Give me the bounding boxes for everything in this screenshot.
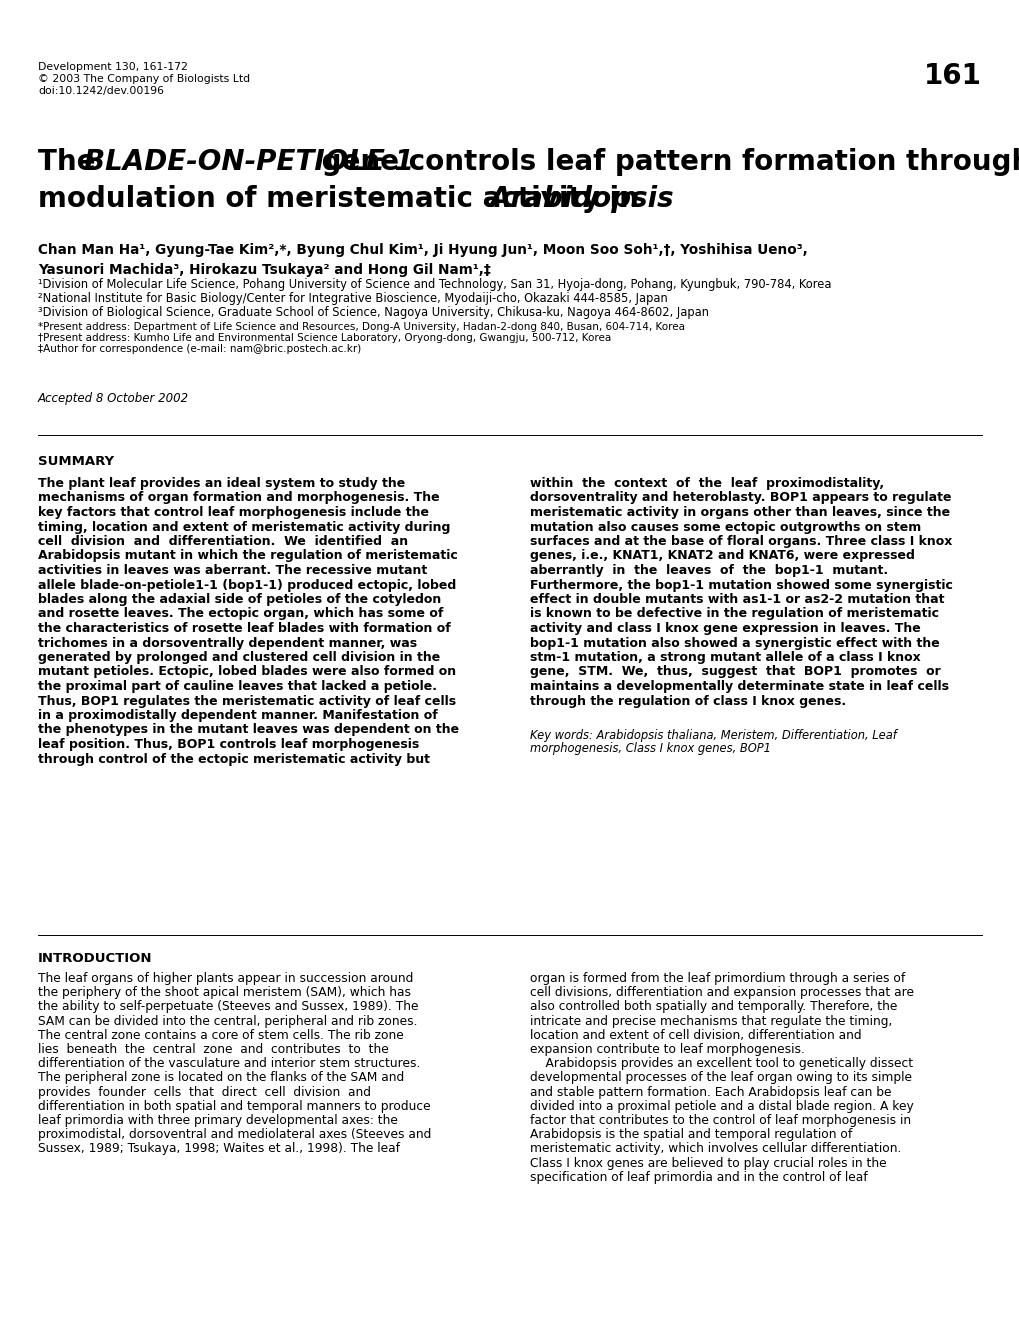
Text: also controlled both spatially and temporally. Therefore, the: also controlled both spatially and tempo… [530, 1001, 897, 1014]
Text: differentiation in both spatial and temporal manners to produce: differentiation in both spatial and temp… [38, 1100, 430, 1113]
Text: proximodistal, dorsoventral and mediolateral axes (Steeves and: proximodistal, dorsoventral and mediolat… [38, 1129, 431, 1142]
Text: and stable pattern formation. Each Arabidopsis leaf can be: and stable pattern formation. Each Arabi… [530, 1085, 891, 1098]
Text: ²National Institute for Basic Biology/Center for Integrative Bioscience, Myodaij: ²National Institute for Basic Biology/Ce… [38, 292, 667, 305]
Text: trichomes in a dorsoventrally dependent manner, was: trichomes in a dorsoventrally dependent … [38, 636, 417, 649]
Text: doi:10.1242/dev.00196: doi:10.1242/dev.00196 [38, 86, 164, 96]
Text: the characteristics of rosette leaf blades with formation of: the characteristics of rosette leaf blad… [38, 622, 450, 635]
Text: ¹Division of Molecular Life Science, Pohang University of Science and Technology: ¹Division of Molecular Life Science, Poh… [38, 279, 830, 290]
Text: Arabidopsis provides an excellent tool to genetically dissect: Arabidopsis provides an excellent tool t… [530, 1057, 912, 1071]
Text: ³Division of Biological Science, Graduate School of Science, Nagoya University, : ³Division of Biological Science, Graduat… [38, 306, 708, 319]
Text: Yasunori Machida³, Hirokazu Tsukaya² and Hong Gil Nam¹,‡: Yasunori Machida³, Hirokazu Tsukaya² and… [38, 263, 490, 277]
Text: Development 130, 161-172: Development 130, 161-172 [38, 62, 187, 73]
Text: through the regulation of class I knox genes.: through the regulation of class I knox g… [530, 694, 846, 708]
Text: and rosette leaves. The ectopic organ, which has some of: and rosette leaves. The ectopic organ, w… [38, 607, 443, 620]
Text: Accepted 8 October 2002: Accepted 8 October 2002 [38, 392, 189, 405]
Text: surfaces and at the base of floral organs. Three class I knox: surfaces and at the base of floral organ… [530, 535, 952, 548]
Text: ‡Author for correspondence (e-mail: nam@bric.postech.ac.kr): ‡Author for correspondence (e-mail: nam@… [38, 345, 361, 354]
Text: lies  beneath  the  central  zone  and  contributes  to  the: lies beneath the central zone and contri… [38, 1043, 388, 1056]
Text: intricate and precise mechanisms that regulate the timing,: intricate and precise mechanisms that re… [530, 1015, 892, 1027]
Text: The peripheral zone is located on the flanks of the SAM and: The peripheral zone is located on the fl… [38, 1072, 404, 1085]
Text: timing, location and extent of meristematic activity during: timing, location and extent of meristema… [38, 520, 450, 533]
Text: leaf primordia with three primary developmental axes: the: leaf primordia with three primary develo… [38, 1114, 397, 1127]
Text: modulation of meristematic activity in: modulation of meristematic activity in [38, 185, 648, 213]
Text: cell  division  and  differentiation.  We  identified  an: cell division and differentiation. We id… [38, 535, 408, 548]
Text: blades along the adaxial side of petioles of the cotyledon: blades along the adaxial side of petiole… [38, 593, 441, 606]
Text: maintains a developmentally determinate state in leaf cells: maintains a developmentally determinate … [530, 680, 948, 693]
Text: The leaf organs of higher plants appear in succession around: The leaf organs of higher plants appear … [38, 972, 413, 985]
Text: *Present address: Department of Life Science and Resources, Dong-A University, H: *Present address: Department of Life Sci… [38, 322, 685, 333]
Text: differentiation of the vasculature and interior stem structures.: differentiation of the vasculature and i… [38, 1057, 420, 1071]
Text: location and extent of cell division, differentiation and: location and extent of cell division, di… [530, 1028, 861, 1041]
Text: Key words: Arabidopsis thaliana, Meristem, Differentiation, Leaf: Key words: Arabidopsis thaliana, Meriste… [530, 729, 896, 742]
Text: meristematic activity, which involves cellular differentiation.: meristematic activity, which involves ce… [530, 1142, 901, 1155]
Text: expansion contribute to leaf morphogenesis.: expansion contribute to leaf morphogenes… [530, 1043, 804, 1056]
Text: dorsoventrality and heteroblasty. BOP1 appears to regulate: dorsoventrality and heteroblasty. BOP1 a… [530, 491, 951, 504]
Text: BLADE-ON-PETIOLE 1: BLADE-ON-PETIOLE 1 [84, 148, 414, 176]
Text: INTRODUCTION: INTRODUCTION [38, 952, 153, 965]
Text: mechanisms of organ formation and morphogenesis. The: mechanisms of organ formation and morpho… [38, 491, 439, 504]
Text: activities in leaves was aberrant. The recessive mutant: activities in leaves was aberrant. The r… [38, 564, 427, 577]
Text: SAM can be divided into the central, peripheral and rib zones.: SAM can be divided into the central, per… [38, 1015, 417, 1027]
Text: Thus, BOP1 regulates the meristematic activity of leaf cells: Thus, BOP1 regulates the meristematic ac… [38, 694, 455, 708]
Text: gene controls leaf pattern formation through the: gene controls leaf pattern formation thr… [312, 148, 1019, 176]
Text: meristematic activity in organs other than leaves, since the: meristematic activity in organs other th… [530, 506, 949, 519]
Text: 161: 161 [923, 62, 981, 90]
Text: developmental processes of the leaf organ owing to its simple: developmental processes of the leaf orga… [530, 1072, 911, 1085]
Text: Class I knox genes are believed to play crucial roles in the: Class I knox genes are believed to play … [530, 1156, 886, 1170]
Text: divided into a proximal petiole and a distal blade region. A key: divided into a proximal petiole and a di… [530, 1100, 913, 1113]
Text: The central zone contains a core of stem cells. The rib zone: The central zone contains a core of stem… [38, 1028, 404, 1041]
Text: organ is formed from the leaf primordium through a series of: organ is formed from the leaf primordium… [530, 972, 905, 985]
Text: factor that contributes to the control of leaf morphogenesis in: factor that contributes to the control o… [530, 1114, 910, 1127]
Text: Arabidopsis: Arabidopsis [489, 185, 674, 213]
Text: specification of leaf primordia and in the control of leaf: specification of leaf primordia and in t… [530, 1171, 867, 1184]
Text: activity and class I knox gene expression in leaves. The: activity and class I knox gene expressio… [530, 622, 920, 635]
Text: is known to be defective in the regulation of meristematic: is known to be defective in the regulati… [530, 607, 938, 620]
Text: the periphery of the shoot apical meristem (SAM), which has: the periphery of the shoot apical merist… [38, 986, 411, 999]
Text: Furthermore, the bop1-1 mutation showed some synergistic: Furthermore, the bop1-1 mutation showed … [530, 578, 952, 591]
Text: SUMMARY: SUMMARY [38, 455, 114, 469]
Text: aberrantly  in  the  leaves  of  the  bop1-1  mutant.: aberrantly in the leaves of the bop1-1 m… [530, 564, 888, 577]
Text: morphogenesis, Class I knox genes, BOP1: morphogenesis, Class I knox genes, BOP1 [530, 742, 770, 755]
Text: The plant leaf provides an ideal system to study the: The plant leaf provides an ideal system … [38, 477, 405, 490]
Text: through control of the ectopic meristematic activity but: through control of the ectopic meristema… [38, 752, 430, 766]
Text: †Present address: Kumho Life and Environmental Science Laboratory, Oryong-dong, : †Present address: Kumho Life and Environ… [38, 333, 610, 343]
Text: bop1-1 mutation also showed a synergistic effect with the: bop1-1 mutation also showed a synergisti… [530, 636, 938, 649]
Text: in a proximodistally dependent manner. Manifestation of: in a proximodistally dependent manner. M… [38, 709, 437, 722]
Text: leaf position. Thus, BOP1 controls leaf morphogenesis: leaf position. Thus, BOP1 controls leaf … [38, 738, 419, 751]
Text: Arabidopsis is the spatial and temporal regulation of: Arabidopsis is the spatial and temporal … [530, 1129, 852, 1142]
Text: The: The [38, 148, 105, 176]
Text: provides  founder  cells  that  direct  cell  division  and: provides founder cells that direct cell … [38, 1085, 371, 1098]
Text: the phenotypes in the mutant leaves was dependent on the: the phenotypes in the mutant leaves was … [38, 723, 459, 737]
Text: key factors that control leaf morphogenesis include the: key factors that control leaf morphogene… [38, 506, 429, 519]
Text: © 2003 The Company of Biologists Ltd: © 2003 The Company of Biologists Ltd [38, 74, 250, 84]
Text: mutant petioles. Ectopic, lobed blades were also formed on: mutant petioles. Ectopic, lobed blades w… [38, 665, 455, 678]
Text: effect in double mutants with as1-1 or as2-2 mutation that: effect in double mutants with as1-1 or a… [530, 593, 944, 606]
Text: Chan Man Ha¹, Gyung-Tae Kim²,*, Byung Chul Kim¹, Ji Hyung Jun¹, Moon Soo Soh¹,†,: Chan Man Ha¹, Gyung-Tae Kim²,*, Byung Ch… [38, 243, 807, 257]
Text: cell divisions, differentiation and expansion processes that are: cell divisions, differentiation and expa… [530, 986, 913, 999]
Text: stm-1 mutation, a strong mutant allele of a class I knox: stm-1 mutation, a strong mutant allele o… [530, 651, 920, 664]
Text: within  the  context  of  the  leaf  proximodistality,: within the context of the leaf proximodi… [530, 477, 883, 490]
Text: allele blade-on-petiole1-1 (bop1-1) produced ectopic, lobed: allele blade-on-petiole1-1 (bop1-1) prod… [38, 578, 455, 591]
Text: genes, i.e., KNAT1, KNAT2 and KNAT6, were expressed: genes, i.e., KNAT1, KNAT2 and KNAT6, wer… [530, 549, 914, 562]
Text: Arabidopsis mutant in which the regulation of meristematic: Arabidopsis mutant in which the regulati… [38, 549, 458, 562]
Text: mutation also causes some ectopic outgrowths on stem: mutation also causes some ectopic outgro… [530, 520, 920, 533]
Text: the ability to self-perpetuate (Steeves and Sussex, 1989). The: the ability to self-perpetuate (Steeves … [38, 1001, 418, 1014]
Text: generated by prolonged and clustered cell division in the: generated by prolonged and clustered cel… [38, 651, 440, 664]
Text: the proximal part of cauline leaves that lacked a petiole.: the proximal part of cauline leaves that… [38, 680, 436, 693]
Text: Sussex, 1989; Tsukaya, 1998; Waites et al., 1998). The leaf: Sussex, 1989; Tsukaya, 1998; Waites et a… [38, 1142, 399, 1155]
Text: gene,  STM.  We,  thus,  suggest  that  BOP1  promotes  or: gene, STM. We, thus, suggest that BOP1 p… [530, 665, 940, 678]
